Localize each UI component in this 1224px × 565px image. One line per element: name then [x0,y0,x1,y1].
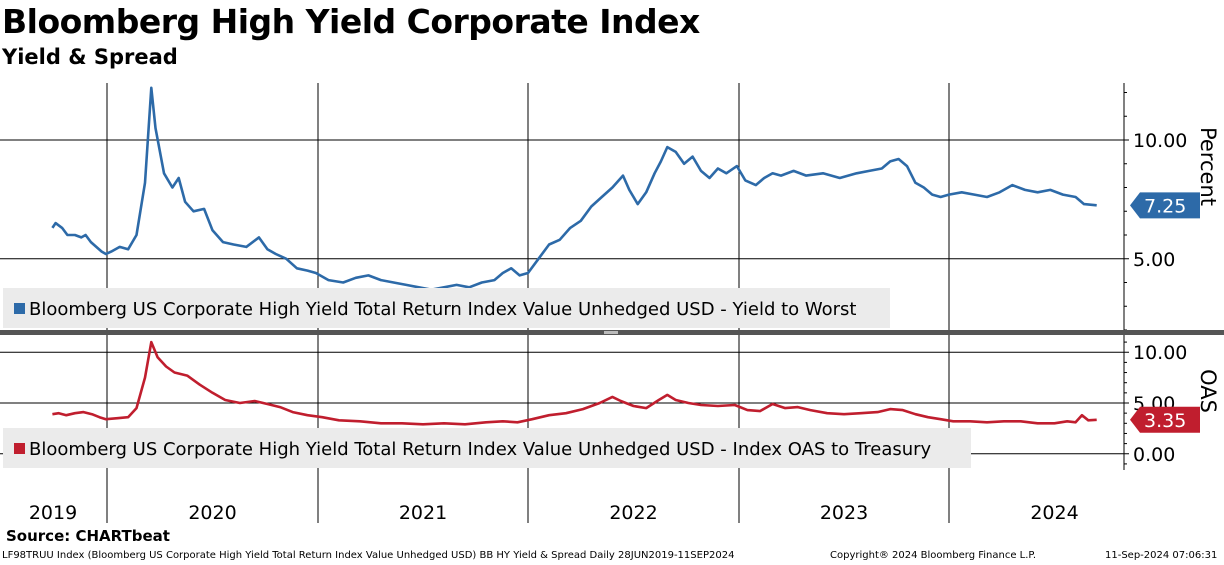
oas-last-value-label: 3.35 [1144,410,1186,432]
x-axis-labels: 2019 2020 2021 2022 2023 2024 [29,502,1079,524]
oas-legend-label: Bloomberg US Corporate High Yield Total … [29,439,932,460]
chart-subtitle: Yield & Spread [2,45,178,69]
yield-last-value-tag [1130,192,1200,219]
x-tick-label: 2023 [820,502,868,524]
legends: Bloomberg US Corporate High Yield Total … [3,288,971,468]
yield-last-value-label: 7.25 [1144,195,1186,217]
yield-series-line [51,86,1097,291]
footer-copyright: Copyright® 2024 Bloomberg Finance L.P. [830,550,1037,561]
footer-timestamp: 11-Sep-2024 07:06:31 [1105,550,1218,561]
oas-tick-label: 0.00 [1133,444,1175,466]
oas-series-line [52,340,1097,426]
panel-divider-handle [604,331,618,334]
series-lines [51,86,1097,426]
x-tick-label: 2020 [188,502,236,524]
grid-lines [0,83,1124,523]
yield-tick-label: 10.00 [1133,130,1187,152]
yield-legend-label: Bloomberg US Corporate High Yield Total … [29,299,856,320]
x-tick-label: 2021 [399,502,447,524]
oas-legend-box [3,428,971,468]
x-tick-label: 2022 [609,502,657,524]
footer-description: LF98TRUU Index (Bloomberg US Corporate H… [2,550,735,561]
x-tick-label: 2024 [1030,502,1078,524]
oas-last-value-tag [1130,406,1200,433]
yield-axis-title: Percent [1196,127,1220,206]
x-tick-label: 2019 [29,502,77,524]
oas-legend-swatch [14,443,25,454]
chart-title: Bloomberg High Yield Corporate Index [2,2,700,41]
yield-legend-box [3,288,890,328]
oas-axis-title: OAS [1196,369,1220,413]
yield-tick-label: 5.00 [1133,249,1175,271]
yield-legend-swatch [14,303,25,314]
oas-tick-label: 10.00 [1133,342,1187,364]
source-label: Source: CHARTbeat [6,527,170,545]
